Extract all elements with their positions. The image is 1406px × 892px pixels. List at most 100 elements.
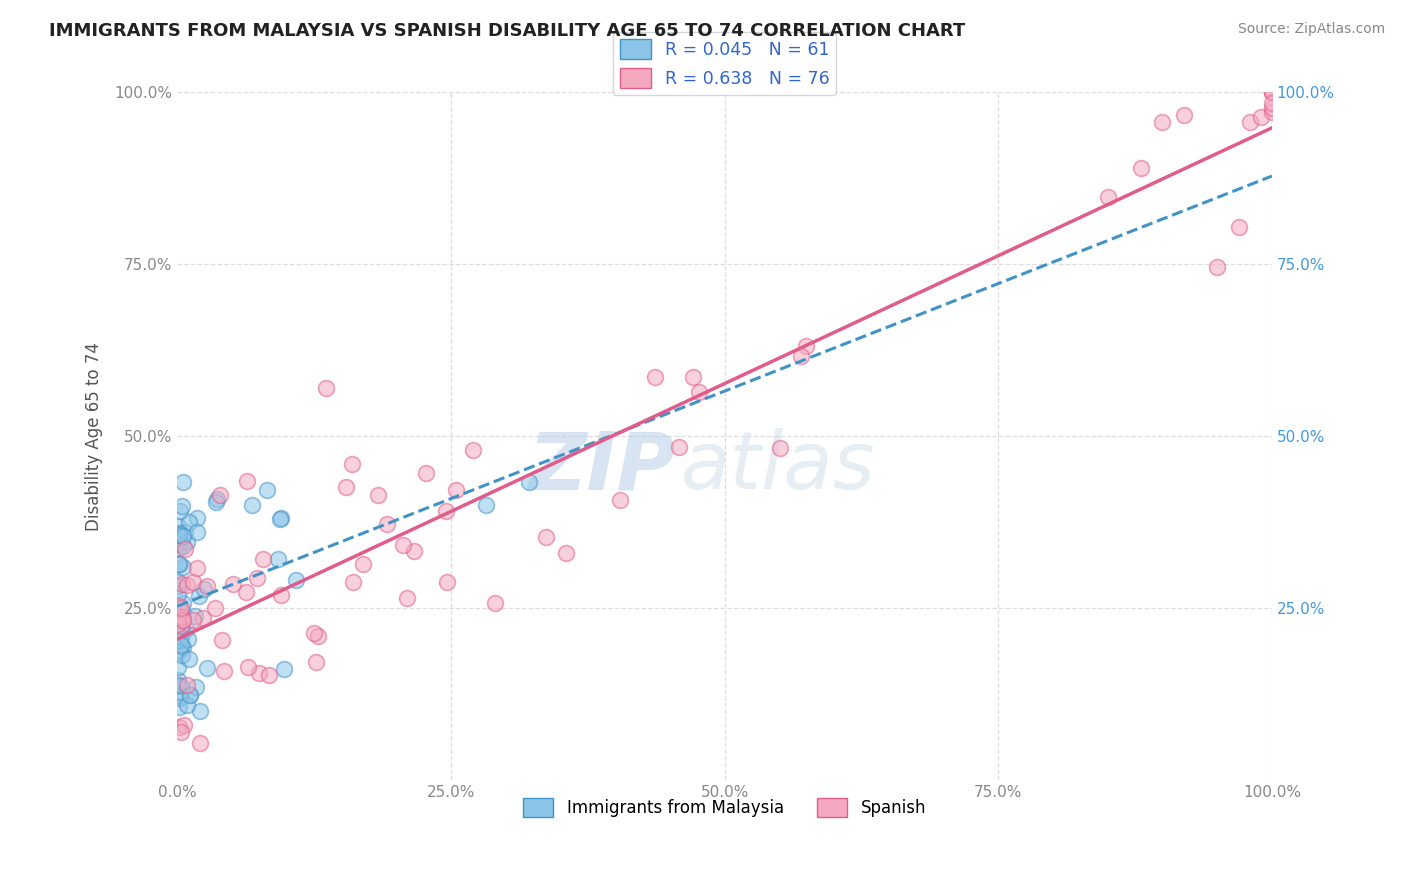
Point	[436, 574, 458, 589]
Point	[179, 688, 201, 702]
Point	[169, 558, 191, 572]
Point	[1239, 115, 1261, 129]
Point	[169, 689, 191, 703]
Point	[172, 648, 194, 662]
Point	[170, 630, 193, 644]
Point	[167, 673, 190, 688]
Point	[415, 467, 437, 481]
Point	[169, 642, 191, 657]
Point	[176, 698, 198, 713]
Point	[169, 618, 191, 632]
Point	[167, 557, 190, 571]
Point	[188, 736, 211, 750]
Point	[167, 617, 190, 632]
Point	[609, 493, 631, 508]
Point	[169, 725, 191, 739]
Point	[179, 688, 201, 702]
Point	[236, 660, 259, 674]
Point	[191, 611, 214, 625]
Point	[172, 622, 194, 636]
Point	[1261, 95, 1284, 110]
Point	[240, 498, 263, 512]
Point	[335, 479, 357, 493]
Point	[172, 475, 194, 490]
Point	[342, 457, 364, 471]
Point	[392, 538, 415, 552]
Point	[184, 609, 207, 624]
Point	[284, 573, 307, 587]
Point	[273, 662, 295, 676]
Point	[534, 530, 557, 544]
Point	[172, 613, 194, 627]
Point	[170, 499, 193, 513]
Point	[307, 629, 329, 643]
Point	[167, 518, 190, 533]
Point	[1097, 190, 1119, 204]
Point	[176, 535, 198, 549]
Text: IMMIGRANTS FROM MALAYSIA VS SPANISH DISABILITY AGE 65 TO 74 CORRELATION CHART: IMMIGRANTS FROM MALAYSIA VS SPANISH DISA…	[49, 22, 966, 40]
Point	[188, 704, 211, 718]
Point	[1227, 219, 1250, 234]
Point	[195, 661, 218, 675]
Point	[211, 632, 233, 647]
Point	[173, 542, 195, 557]
Point	[167, 660, 190, 674]
Point	[177, 632, 200, 647]
Point	[167, 629, 190, 643]
Point	[375, 517, 398, 532]
Point	[554, 546, 576, 560]
Point	[205, 491, 228, 506]
Point	[167, 720, 190, 734]
Point	[169, 633, 191, 648]
Point	[193, 582, 215, 597]
Point	[484, 596, 506, 610]
Point	[181, 574, 204, 589]
Point	[173, 560, 195, 574]
Point	[257, 668, 280, 682]
Point	[796, 339, 818, 353]
Point	[176, 577, 198, 591]
Point	[172, 529, 194, 543]
Point	[1152, 115, 1174, 129]
Point	[434, 503, 457, 517]
Point	[169, 504, 191, 518]
Point	[688, 384, 710, 399]
Point	[167, 579, 190, 593]
Point	[188, 590, 211, 604]
Point	[367, 488, 389, 502]
Point	[167, 528, 190, 542]
Point	[174, 623, 197, 637]
Point	[186, 560, 208, 574]
Legend: Immigrants from Malaysia, Spanish: Immigrants from Malaysia, Spanish	[516, 791, 932, 823]
Point	[682, 369, 704, 384]
Point	[167, 678, 190, 692]
Point	[474, 498, 496, 512]
Point	[252, 551, 274, 566]
Point	[172, 577, 194, 591]
Point	[186, 680, 208, 694]
Point	[181, 613, 204, 627]
Point	[352, 557, 374, 571]
Text: ZIP: ZIP	[527, 428, 675, 507]
Point	[176, 678, 198, 692]
Point	[172, 606, 194, 620]
Point	[315, 381, 337, 395]
Point	[517, 475, 540, 489]
Text: atlas: atlas	[681, 428, 876, 507]
Point	[235, 585, 257, 599]
Point	[204, 601, 226, 615]
Point	[247, 665, 270, 680]
Point	[1261, 86, 1284, 100]
Point	[461, 443, 484, 458]
Point	[172, 539, 194, 553]
Point	[1173, 107, 1195, 121]
Point	[236, 474, 259, 488]
Point	[668, 440, 690, 454]
Text: Source: ZipAtlas.com: Source: ZipAtlas.com	[1237, 22, 1385, 37]
Point	[172, 596, 194, 610]
Point	[269, 512, 291, 526]
Point	[167, 535, 190, 549]
Point	[170, 601, 193, 615]
Point	[169, 639, 191, 653]
Point	[305, 655, 328, 669]
